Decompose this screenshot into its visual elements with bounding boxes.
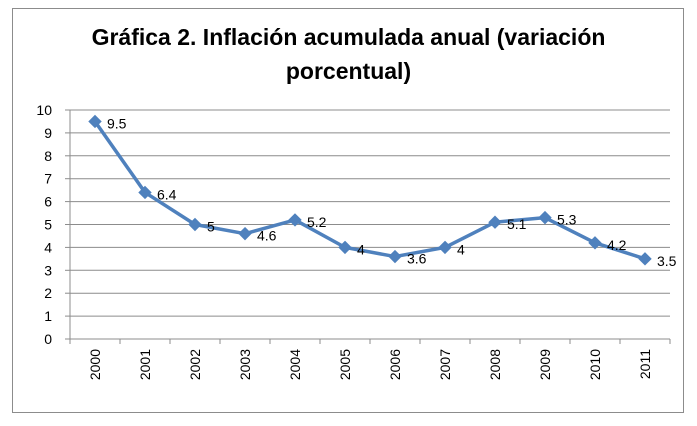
data-point-2005: [338, 240, 352, 255]
data-label-2011: 3.5: [657, 253, 677, 269]
data-point-2006: [388, 249, 402, 264]
y-tick-label-6: 6: [44, 194, 52, 210]
gridlines: [70, 109, 670, 317]
data-label-2010: 4.2: [607, 237, 627, 253]
data-label-2003: 4.6: [257, 228, 277, 244]
x-tick-label-2006: 2006: [387, 349, 403, 380]
data-point-2002: [188, 217, 202, 232]
series-inflation: [88, 114, 652, 266]
y-tick-label-9: 9: [44, 125, 52, 141]
data-label-2004: 5.2: [307, 214, 327, 230]
series-line: [93, 119, 647, 261]
data-label-2009: 5.3: [557, 212, 577, 228]
data-point-2009: [538, 210, 552, 225]
data-label-2008: 5.1: [507, 216, 527, 232]
y-tick-label-5: 5: [44, 217, 52, 233]
data-label-2006: 3.6: [407, 251, 427, 267]
x-tick-label-2009: 2009: [537, 349, 553, 380]
y-axis-tick-labels: 0 1 2 3 4 5 6 7 8 9 10: [36, 102, 52, 347]
y-tick-label-8: 8: [44, 148, 52, 164]
chart-title-line-2: porcentual): [285, 58, 412, 84]
chart-title: Gráfica 2. Inflación acumulada anual (va…: [0, 20, 697, 88]
x-tick-label-2002: 2002: [187, 349, 203, 380]
data-point-2001: [138, 185, 152, 200]
data-label-2000: 9.5: [107, 115, 127, 131]
data-point-2010: [588, 236, 602, 250]
data-point-2011: [638, 252, 652, 266]
data-point-2000: [88, 114, 102, 129]
data-point-2008: [488, 215, 502, 229]
y-tick-label-10: 10: [36, 102, 52, 118]
data-point-2007: [438, 240, 452, 255]
x-tick-label-2004: 2004: [287, 349, 303, 380]
data-label-2005: 4: [357, 241, 365, 257]
x-tick-label-2000: 2000: [87, 349, 103, 380]
y-tick-label-2: 2: [44, 285, 52, 301]
axes: [65, 109, 671, 344]
x-tick-label-2010: 2010: [587, 349, 603, 380]
y-tick-label-0: 0: [44, 331, 52, 347]
chart-frame: [12, 8, 684, 413]
chart-title-line-1: Gráfica 2. Inflación acumulada anual (va…: [91, 24, 606, 50]
data-point-2003: [238, 226, 252, 241]
data-labels: 9.5 6.4 5 4.6 5.2 4 3.6 4 5.1 5.3 4.2 3.5: [107, 115, 677, 268]
y-tick-label-4: 4: [44, 239, 52, 255]
x-tick-label-2005: 2005: [337, 349, 353, 380]
x-tick-label-2008: 2008: [487, 349, 503, 380]
x-tick-label-2001: 2001: [137, 349, 153, 380]
y-tick-label-1: 1: [44, 308, 52, 324]
x-tick-label-2011: 2011: [637, 349, 653, 379]
x-tick-label-2003: 2003: [237, 349, 253, 380]
x-tick-label-2007: 2007: [437, 349, 453, 380]
data-label-2007: 4: [457, 241, 465, 257]
data-label-2001: 6.4: [157, 186, 177, 202]
y-tick-label-3: 3: [44, 262, 52, 278]
data-point-2004: [288, 213, 302, 227]
x-axis-tick-labels: 2000 2001 2002 2003 2004 2005 2006 2007 2008 2009…: [87, 349, 653, 380]
data-label-2002: 5: [207, 219, 215, 235]
y-tick-label-7: 7: [44, 171, 52, 187]
